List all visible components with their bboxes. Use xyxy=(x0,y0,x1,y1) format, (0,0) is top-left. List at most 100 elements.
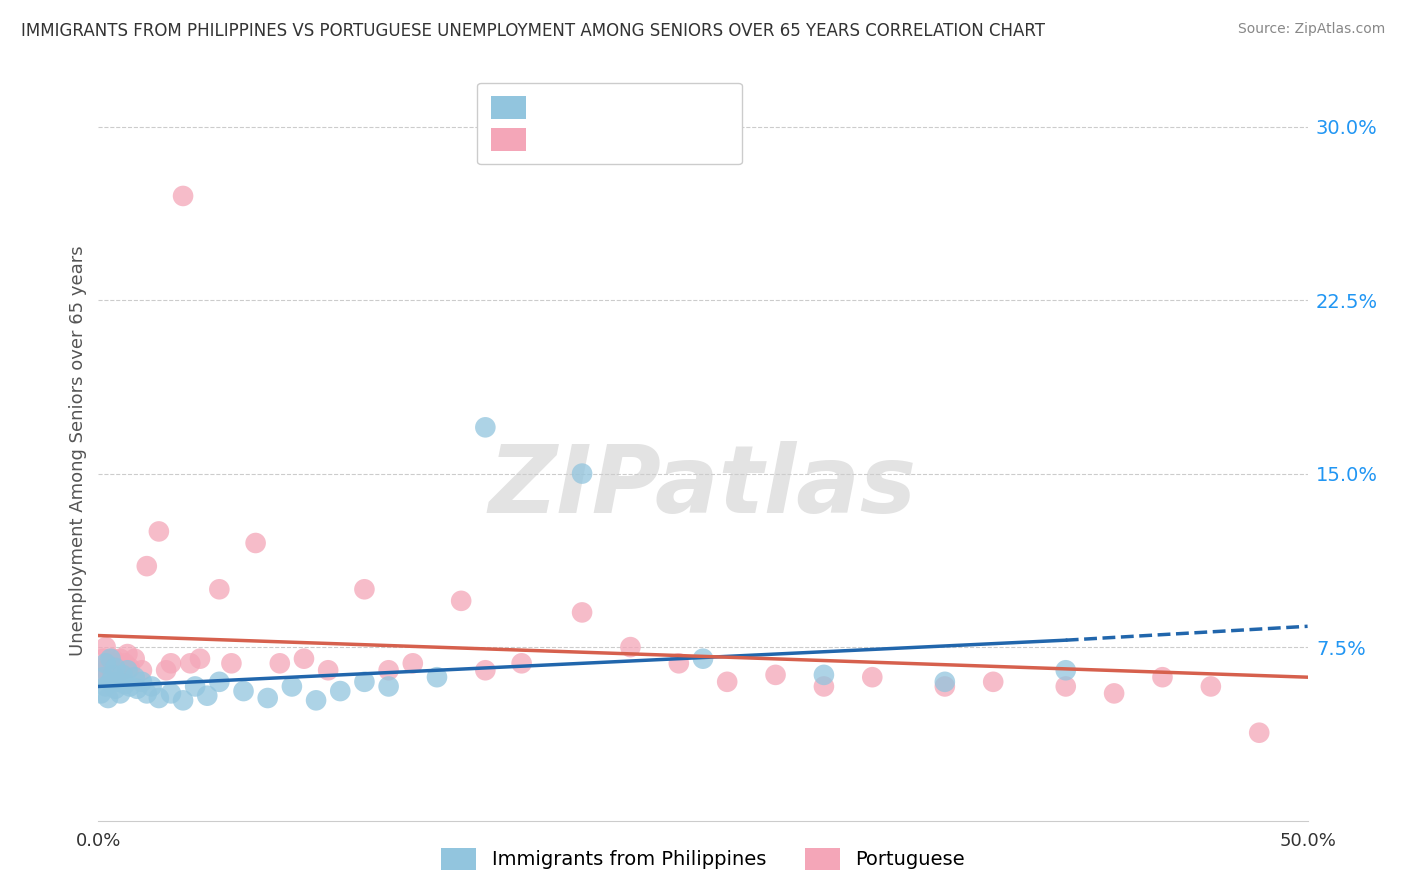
Point xyxy=(127,681,149,696)
Point xyxy=(100,668,122,682)
Point xyxy=(813,680,835,694)
Point xyxy=(104,661,127,675)
Point xyxy=(101,651,124,665)
Point xyxy=(934,680,956,694)
Point xyxy=(765,668,787,682)
Point xyxy=(402,657,425,671)
Point xyxy=(668,657,690,671)
Text: 0.190: 0.190 xyxy=(561,117,630,136)
Point xyxy=(118,680,141,694)
Point xyxy=(111,668,134,682)
Text: ZIPatlas: ZIPatlas xyxy=(489,442,917,533)
Point xyxy=(1249,725,1271,739)
Point xyxy=(292,651,315,665)
Y-axis label: Unemployment Among Seniors over 65 years: Unemployment Among Seniors over 65 years xyxy=(69,245,87,656)
Point xyxy=(256,691,278,706)
Text: R =: R = xyxy=(516,117,558,136)
Point xyxy=(94,657,117,671)
Text: N =: N = xyxy=(630,145,686,164)
Point xyxy=(1152,670,1174,684)
Point xyxy=(114,677,136,691)
Point xyxy=(269,657,291,671)
Point xyxy=(571,467,593,481)
Point xyxy=(377,663,399,677)
Point xyxy=(377,680,399,694)
Point xyxy=(160,657,183,671)
Point xyxy=(135,686,157,700)
Point xyxy=(117,663,139,677)
Point xyxy=(188,651,211,665)
Point xyxy=(716,674,738,689)
Point xyxy=(141,680,163,694)
Point xyxy=(1102,686,1125,700)
Point xyxy=(148,524,170,539)
Text: N =: N = xyxy=(630,117,686,136)
Point xyxy=(172,693,194,707)
Point xyxy=(118,661,141,675)
Point xyxy=(195,689,218,703)
Point xyxy=(90,670,112,684)
Point xyxy=(281,680,304,694)
Point xyxy=(571,606,593,620)
Point xyxy=(108,651,131,665)
Point xyxy=(1054,680,1077,694)
Text: 49: 49 xyxy=(685,145,718,164)
Point xyxy=(450,594,472,608)
Point xyxy=(474,420,496,434)
Point xyxy=(172,189,194,203)
Point xyxy=(155,663,177,677)
Point xyxy=(97,657,120,671)
Point xyxy=(208,582,231,597)
Point xyxy=(131,663,153,677)
Point xyxy=(90,686,112,700)
Point xyxy=(179,657,201,671)
Point xyxy=(329,684,352,698)
Point xyxy=(813,668,835,682)
Point xyxy=(108,686,131,700)
Legend: Immigrants from Philippines, Portuguese: Immigrants from Philippines, Portuguese xyxy=(433,839,973,878)
Point xyxy=(474,663,496,677)
Point xyxy=(104,663,127,677)
Point xyxy=(426,670,449,684)
Point xyxy=(934,674,956,689)
Legend:                               ,                               : , xyxy=(477,83,742,164)
Point xyxy=(124,670,146,684)
Point xyxy=(353,674,375,689)
Point xyxy=(97,691,120,706)
Point xyxy=(91,670,114,684)
Point xyxy=(692,651,714,665)
Point xyxy=(353,582,375,597)
Text: IMMIGRANTS FROM PHILIPPINES VS PORTUGUESE UNEMPLOYMENT AMONG SENIORS OVER 65 YEA: IMMIGRANTS FROM PHILIPPINES VS PORTUGUES… xyxy=(21,22,1045,40)
Point xyxy=(104,681,127,696)
Point xyxy=(245,536,267,550)
Point xyxy=(94,663,117,677)
Point xyxy=(124,651,146,665)
Point xyxy=(619,640,641,654)
Point xyxy=(107,674,129,689)
Point xyxy=(91,651,114,665)
Text: 41: 41 xyxy=(685,117,718,136)
Point xyxy=(184,680,207,694)
Point xyxy=(305,693,328,707)
Point xyxy=(160,686,183,700)
Text: Source: ZipAtlas.com: Source: ZipAtlas.com xyxy=(1237,22,1385,37)
Point xyxy=(131,674,153,689)
Point xyxy=(208,674,231,689)
Point xyxy=(510,657,533,671)
Point xyxy=(94,680,117,694)
Point xyxy=(232,684,254,698)
Point xyxy=(100,651,122,665)
Point xyxy=(221,657,243,671)
Point xyxy=(1054,663,1077,677)
Point xyxy=(148,691,170,706)
Point xyxy=(860,670,883,684)
Point xyxy=(117,647,139,661)
Point xyxy=(981,674,1004,689)
Point xyxy=(101,668,124,682)
Point xyxy=(111,663,134,677)
Point xyxy=(135,559,157,574)
Point xyxy=(94,640,117,654)
Text: R =: R = xyxy=(516,145,558,164)
Point xyxy=(100,674,122,689)
Text: -0.160: -0.160 xyxy=(561,145,631,164)
